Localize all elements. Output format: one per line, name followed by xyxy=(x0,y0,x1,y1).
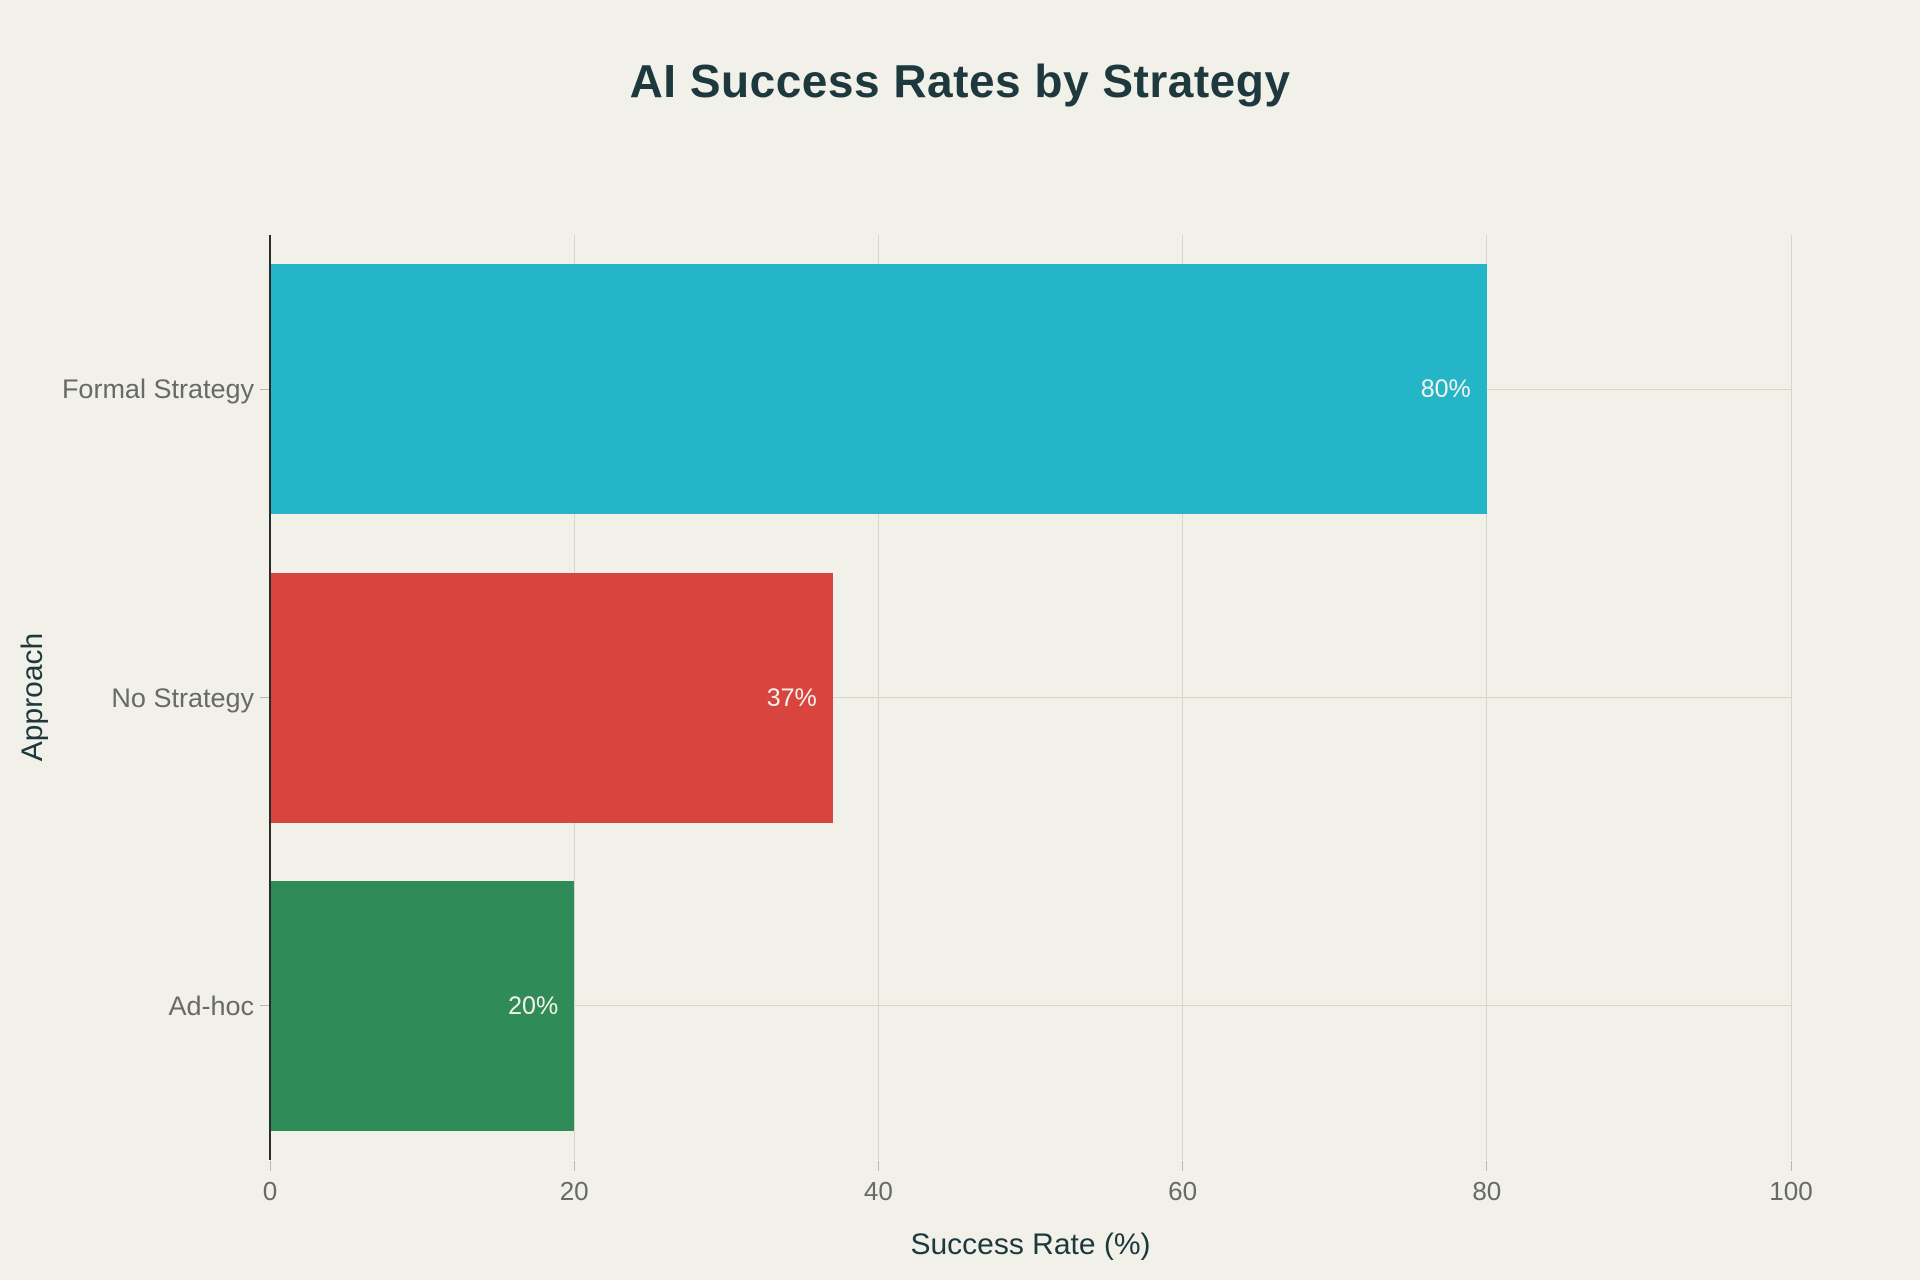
x-tick-label: 40 xyxy=(863,1176,893,1206)
bar-ad-hoc xyxy=(270,880,575,1131)
x-tick-mark xyxy=(573,1161,575,1171)
x-tick-label: 20 xyxy=(559,1176,589,1206)
bar-value-label-ad-hoc: 20% xyxy=(508,991,559,1020)
plot-area: 80% 37% 20% xyxy=(270,235,1792,1160)
category-label-formal-strategy: Formal Strategy xyxy=(61,374,254,405)
x-tick-mark xyxy=(1486,1161,1488,1171)
x-axis-title: Success Rate (%) xyxy=(910,1228,1151,1261)
bar-value-label-no-strategy: 37% xyxy=(766,683,817,712)
y-axis-title: Approach xyxy=(16,632,49,762)
bar-formal-strategy xyxy=(270,264,1487,515)
y-tick-mark xyxy=(260,697,269,698)
x-tick-label: 60 xyxy=(1168,1176,1198,1206)
x-tick-label: 0 xyxy=(262,1176,278,1206)
vertical-gridline xyxy=(1790,235,1792,1160)
x-tick-mark xyxy=(269,1161,271,1171)
bar-value-label-formal-strategy: 80% xyxy=(1420,375,1471,404)
x-tick-mark xyxy=(877,1161,879,1171)
x-tick-label: 100 xyxy=(1769,1176,1813,1206)
x-tick-mark xyxy=(1790,1161,1792,1171)
x-tick-label: 80 xyxy=(1472,1176,1502,1206)
category-label-ad-hoc: Ad-hoc xyxy=(168,990,254,1021)
y-axis-line xyxy=(269,235,271,1160)
y-tick-mark xyxy=(260,1005,269,1007)
x-tick-mark xyxy=(1182,1161,1184,1171)
bar-no-strategy xyxy=(270,572,833,823)
y-tick-mark xyxy=(260,388,269,390)
category-label-no-strategy: No Strategy xyxy=(111,682,254,713)
chart-title: AI Success Rates by Strategy xyxy=(629,55,1291,107)
